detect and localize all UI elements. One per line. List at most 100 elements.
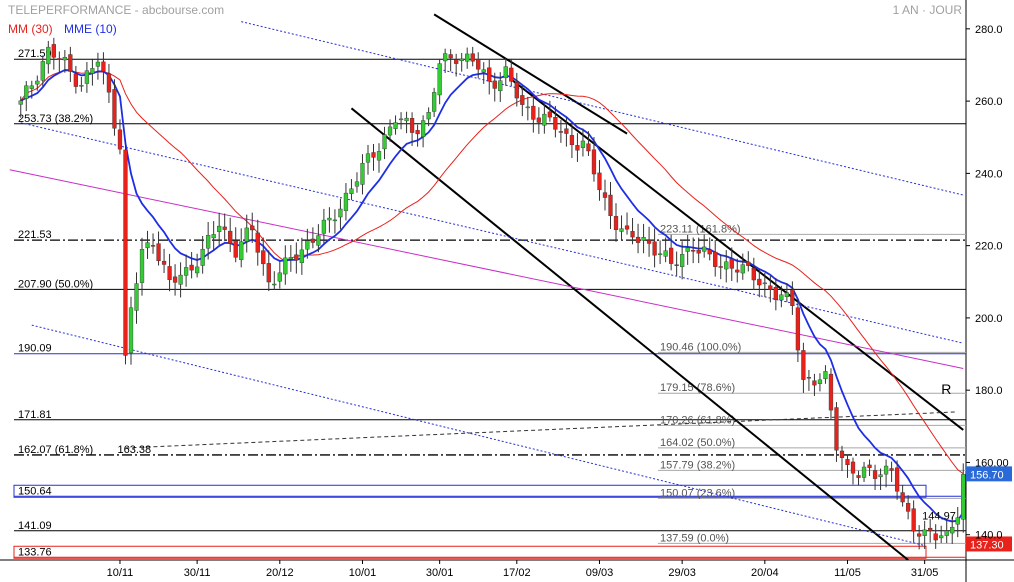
candle-body — [558, 131, 564, 133]
candle-body — [420, 120, 426, 137]
point-label: 163.38 — [117, 444, 151, 456]
candle-body — [680, 254, 685, 267]
fib-label: 190.46 (100.0%) — [660, 341, 741, 353]
candle-body — [685, 247, 690, 252]
candle-body — [84, 70, 90, 84]
candle-body — [525, 106, 530, 109]
candle-body — [619, 228, 624, 232]
last-price-tag: 156.70 — [970, 469, 1004, 481]
y-tick-label: 260.0 — [975, 96, 1003, 108]
candle-body — [597, 172, 602, 191]
trendline-thick — [350, 107, 909, 561]
x-tick-label: 31/05 — [911, 567, 939, 579]
candle-body — [398, 118, 404, 121]
level-label: 207.90 (50.0%) — [18, 278, 93, 290]
x-tick-label: 30/11 — [184, 567, 211, 579]
candle-body — [167, 266, 172, 280]
legend-ma-slow: MM (30) — [8, 22, 53, 36]
x-tick-label: 10/11 — [107, 567, 134, 579]
candle-body — [454, 59, 459, 64]
candle-body — [531, 105, 536, 120]
candle-body — [520, 95, 525, 105]
candle-body — [343, 192, 349, 211]
candle-body — [955, 517, 960, 525]
candle-body — [564, 128, 569, 134]
candle-body — [939, 535, 944, 539]
candle-body — [382, 134, 387, 150]
candle-body — [740, 264, 745, 274]
axes: 280.0 260.0 240.0 220.0 200.0 180.0 160.00 140.… — [107, 24, 1009, 579]
candle-body — [773, 287, 778, 300]
point-label: 144.97 — [922, 511, 956, 523]
candle-body — [217, 225, 222, 232]
chart-source-title: TELEPERFORMANCE - abcbourse.com — [8, 3, 225, 17]
candle-body — [354, 181, 360, 187]
candle-body — [933, 533, 938, 541]
candle-body — [503, 66, 508, 79]
level-box — [13, 545, 927, 559]
candle-body — [641, 237, 646, 241]
candle-body — [200, 248, 205, 266]
candle-body — [117, 129, 123, 150]
candle-body — [481, 69, 486, 73]
candle-body — [465, 53, 470, 62]
candle-body — [228, 230, 233, 244]
candle-body — [250, 225, 255, 231]
candle-body — [536, 117, 541, 123]
candle-body — [73, 73, 79, 87]
support-price-tag: 137.30 — [970, 539, 1004, 551]
candle-body — [905, 502, 911, 512]
level-label: 221.53 — [18, 229, 52, 241]
x-tick-label: 17/02 — [503, 567, 531, 579]
y-tick-label: 240.0 — [975, 168, 1003, 180]
candle-body — [371, 152, 376, 158]
candle-body — [735, 269, 740, 273]
candle-body — [123, 149, 128, 356]
candle-body — [779, 294, 784, 301]
candle-body — [29, 85, 34, 89]
level-label: 253.73 (38.2%) — [18, 113, 93, 125]
candle-body — [696, 250, 701, 254]
candle-body — [106, 73, 112, 93]
candle-body — [239, 241, 244, 260]
fib-label: 137.59 (0.0%) — [660, 532, 729, 544]
chart-period: 1 AN · JOUR — [892, 3, 962, 17]
candle-body — [294, 254, 299, 261]
candle-body — [189, 264, 194, 271]
candle-body — [828, 373, 834, 411]
candle-body — [861, 466, 867, 478]
candle-body — [211, 234, 216, 239]
candle-body — [35, 80, 40, 85]
fib-label: 157.79 (38.2%) — [660, 459, 735, 471]
candle-body — [867, 464, 872, 468]
candle-body — [845, 459, 850, 466]
candle-body — [288, 257, 293, 260]
candle-body — [244, 227, 249, 242]
candle-body — [757, 278, 762, 286]
level-label: 162.07 (61.8%) — [18, 444, 93, 456]
candle-body — [261, 250, 266, 265]
candle-body — [206, 235, 211, 249]
candle-body — [795, 307, 801, 351]
candle-body — [305, 240, 310, 250]
y-tick-label: 200.0 — [975, 313, 1003, 325]
resistance-marker: R — [941, 381, 951, 397]
annotations: 163.38 144.97 R 156.70 137.30 — [117, 381, 1012, 552]
candle-body — [470, 53, 475, 62]
candle-body — [944, 530, 949, 536]
level-label: 133.76 — [18, 546, 52, 558]
candle-body — [801, 350, 806, 380]
candle-body — [498, 80, 503, 92]
candle-body — [327, 217, 332, 221]
candle-body — [448, 54, 453, 59]
candle-body — [542, 113, 547, 126]
candle-body — [415, 130, 420, 135]
candle-body — [950, 526, 955, 534]
candle-body — [404, 117, 409, 122]
candle-body — [156, 243, 161, 262]
fibonacci-levels: 223.11 (161.8%)190.46 (100.0%)179.15 (78… — [658, 223, 966, 544]
candle-body — [928, 527, 933, 532]
candle-body — [443, 53, 448, 62]
